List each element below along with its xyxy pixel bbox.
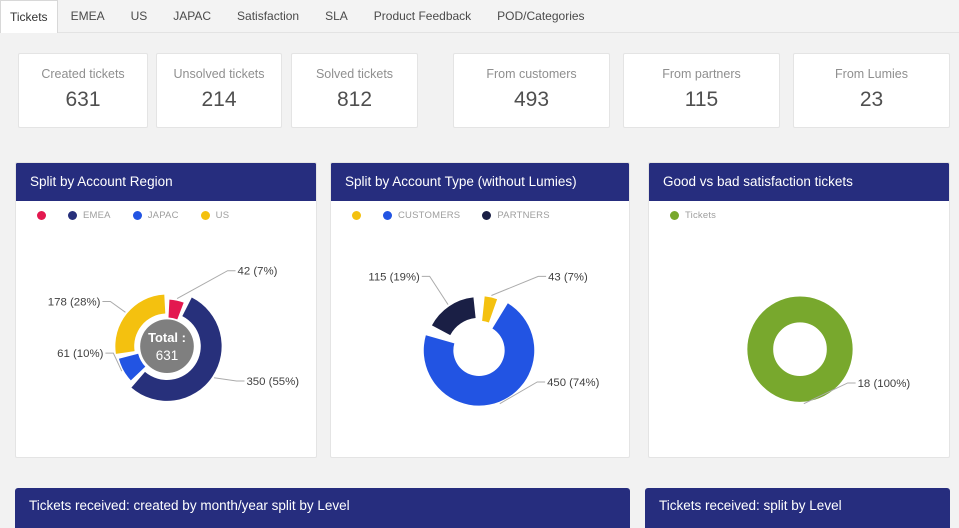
donut-center-value: 631	[156, 348, 178, 363]
legend-swatch-icon	[37, 210, 46, 220]
legend-swatch-icon	[482, 210, 492, 220]
donut-center-circle	[140, 319, 194, 374]
leader-line	[491, 275, 547, 296]
legend-item-us[interactable]: US	[200, 209, 230, 221]
kpi-value: 23	[859, 88, 884, 111]
chart-legend: EMEA JAPAC US	[16, 201, 316, 229]
legend-item-tickets[interactable]: Tickets	[670, 210, 716, 221]
kpi-value: 493	[513, 88, 550, 111]
kpi-value: 115	[684, 88, 719, 111]
donut-center-title: Total :	[148, 330, 186, 345]
data-label: 42 (7%)	[238, 266, 278, 278]
tab-emea[interactable]: EMEA	[70, 9, 105, 23]
legend-label: JAPAC	[147, 209, 179, 221]
tab-sla[interactable]: SLA	[325, 9, 348, 23]
legend-item-blank[interactable]	[37, 210, 46, 220]
kpi-value: 812	[336, 88, 373, 111]
kpi-value: 214	[201, 88, 237, 111]
kpi-card-from-lumies: From Lumies 23	[793, 53, 950, 128]
donut-slice-japac[interactable]	[118, 353, 146, 381]
kpi-card-created-tickets: Created tickets 631	[18, 53, 148, 128]
chart-legend: CUSTOMERS PARTNERS	[331, 201, 629, 229]
kpi-card-unsolved-tickets: Unsolved tickets 214	[156, 53, 282, 128]
donut-slice-customers[interactable]	[423, 303, 535, 406]
donut-chart: 18 (100%)	[747, 296, 911, 405]
donut-slice-blank[interactable]	[482, 296, 498, 323]
legend-label: US	[215, 209, 230, 221]
leader-line	[803, 382, 856, 405]
kpi-card-solved-tickets: Solved tickets 812	[291, 53, 418, 128]
legend-swatch-icon	[200, 210, 210, 220]
data-label: 18 (100%)	[858, 378, 911, 390]
legend-item-partners[interactable]: PARTNERS	[482, 209, 550, 221]
chart-card-split-by-account-region: Split by Account Region EMEA JAPAC US 42 (…	[15, 162, 317, 458]
tab-product-feedback[interactable]: Product Feedback	[373, 9, 472, 23]
kpi-label: Unsolved tickets	[173, 67, 265, 81]
kpi-label: From Lumies	[835, 67, 908, 81]
kpi-card-from-partners: From partners 115	[623, 53, 780, 128]
legend-item-blank[interactable]	[352, 210, 361, 220]
tab-tickets[interactable]: Tickets	[0, 0, 58, 33]
panel-header-tickets-by-month-level: Tickets received: created by month/year …	[15, 488, 630, 528]
tab-satisfaction[interactable]: Satisfaction	[237, 9, 300, 23]
donut-slice-blank[interactable]	[168, 299, 184, 320]
legend-swatch-icon	[670, 210, 679, 220]
kpi-card-from-customers: From customers 493	[453, 53, 610, 128]
leader-line	[213, 377, 245, 382]
tab-pod-categories[interactable]: POD/Categories	[497, 9, 585, 23]
kpi-label: From customers	[486, 67, 577, 81]
tab-japac[interactable]: JAPAC	[173, 9, 212, 23]
chart-legend: Tickets	[649, 201, 949, 229]
donut-chart: 43 (7%) 450 (74%) 115 (19%)	[368, 271, 600, 406]
legend-swatch-icon	[68, 210, 77, 220]
legend-swatch-icon	[352, 210, 361, 220]
kpi-label: From partners	[662, 67, 741, 81]
data-label: 350 (55%)	[246, 376, 299, 388]
kpi-label: Solved tickets	[315, 67, 394, 81]
chart-title: Split by Account Type (without Lumies)	[331, 163, 629, 201]
donut-slice-us[interactable]	[115, 294, 166, 354]
leader-line	[499, 381, 546, 405]
legend-item-emea[interactable]: EMEA	[68, 210, 111, 221]
legend-label: PARTNERS	[497, 209, 550, 221]
data-label: 115 (19%)	[368, 271, 420, 283]
donut-chart: 42 (7%) 350 (55%) 61 (10%) 178 (28%) Total :…	[48, 266, 299, 401]
data-label: 178 (28%)	[48, 296, 101, 308]
legend-label: CUSTOMERS	[398, 209, 461, 221]
donut-slice-tickets[interactable]	[747, 296, 853, 402]
donut-slice-partners[interactable]	[431, 297, 476, 336]
data-label: 43 (7%)	[548, 271, 588, 283]
data-label: 61 (10%)	[57, 348, 103, 360]
legend-swatch-icon	[383, 210, 392, 220]
chart-card-split-by-account-type: Split by Account Type (without Lumies) C…	[330, 162, 630, 458]
donut-slice-emea[interactable]	[131, 297, 222, 401]
chart-card-satisfaction-tickets: Good vs bad satisfaction tickets Tickets…	[648, 162, 950, 458]
chart-title: Split by Account Region	[16, 163, 316, 201]
panel-header-tickets-by-level: Tickets received: split by Level	[645, 488, 950, 528]
tab-us[interactable]: US	[130, 9, 148, 23]
kpi-value: 631	[65, 88, 101, 111]
legend-swatch-icon	[132, 210, 142, 220]
leader-line	[421, 275, 449, 305]
legend-label: Tickets	[685, 209, 717, 221]
leader-line	[176, 270, 236, 300]
legend-item-customers[interactable]: CUSTOMERS	[383, 210, 460, 221]
legend-label: EMEA	[83, 209, 111, 221]
data-label: 450 (74%)	[547, 377, 599, 389]
chart-title: Good vs bad satisfaction tickets	[649, 163, 949, 201]
leader-line	[102, 301, 126, 313]
legend-item-japac[interactable]: JAPAC	[132, 209, 179, 221]
page-tab-bar: Tickets EMEA US JAPAC Satisfaction SLA P…	[0, 0, 959, 33]
leader-line	[105, 352, 123, 372]
kpi-label: Created tickets	[41, 67, 125, 81]
